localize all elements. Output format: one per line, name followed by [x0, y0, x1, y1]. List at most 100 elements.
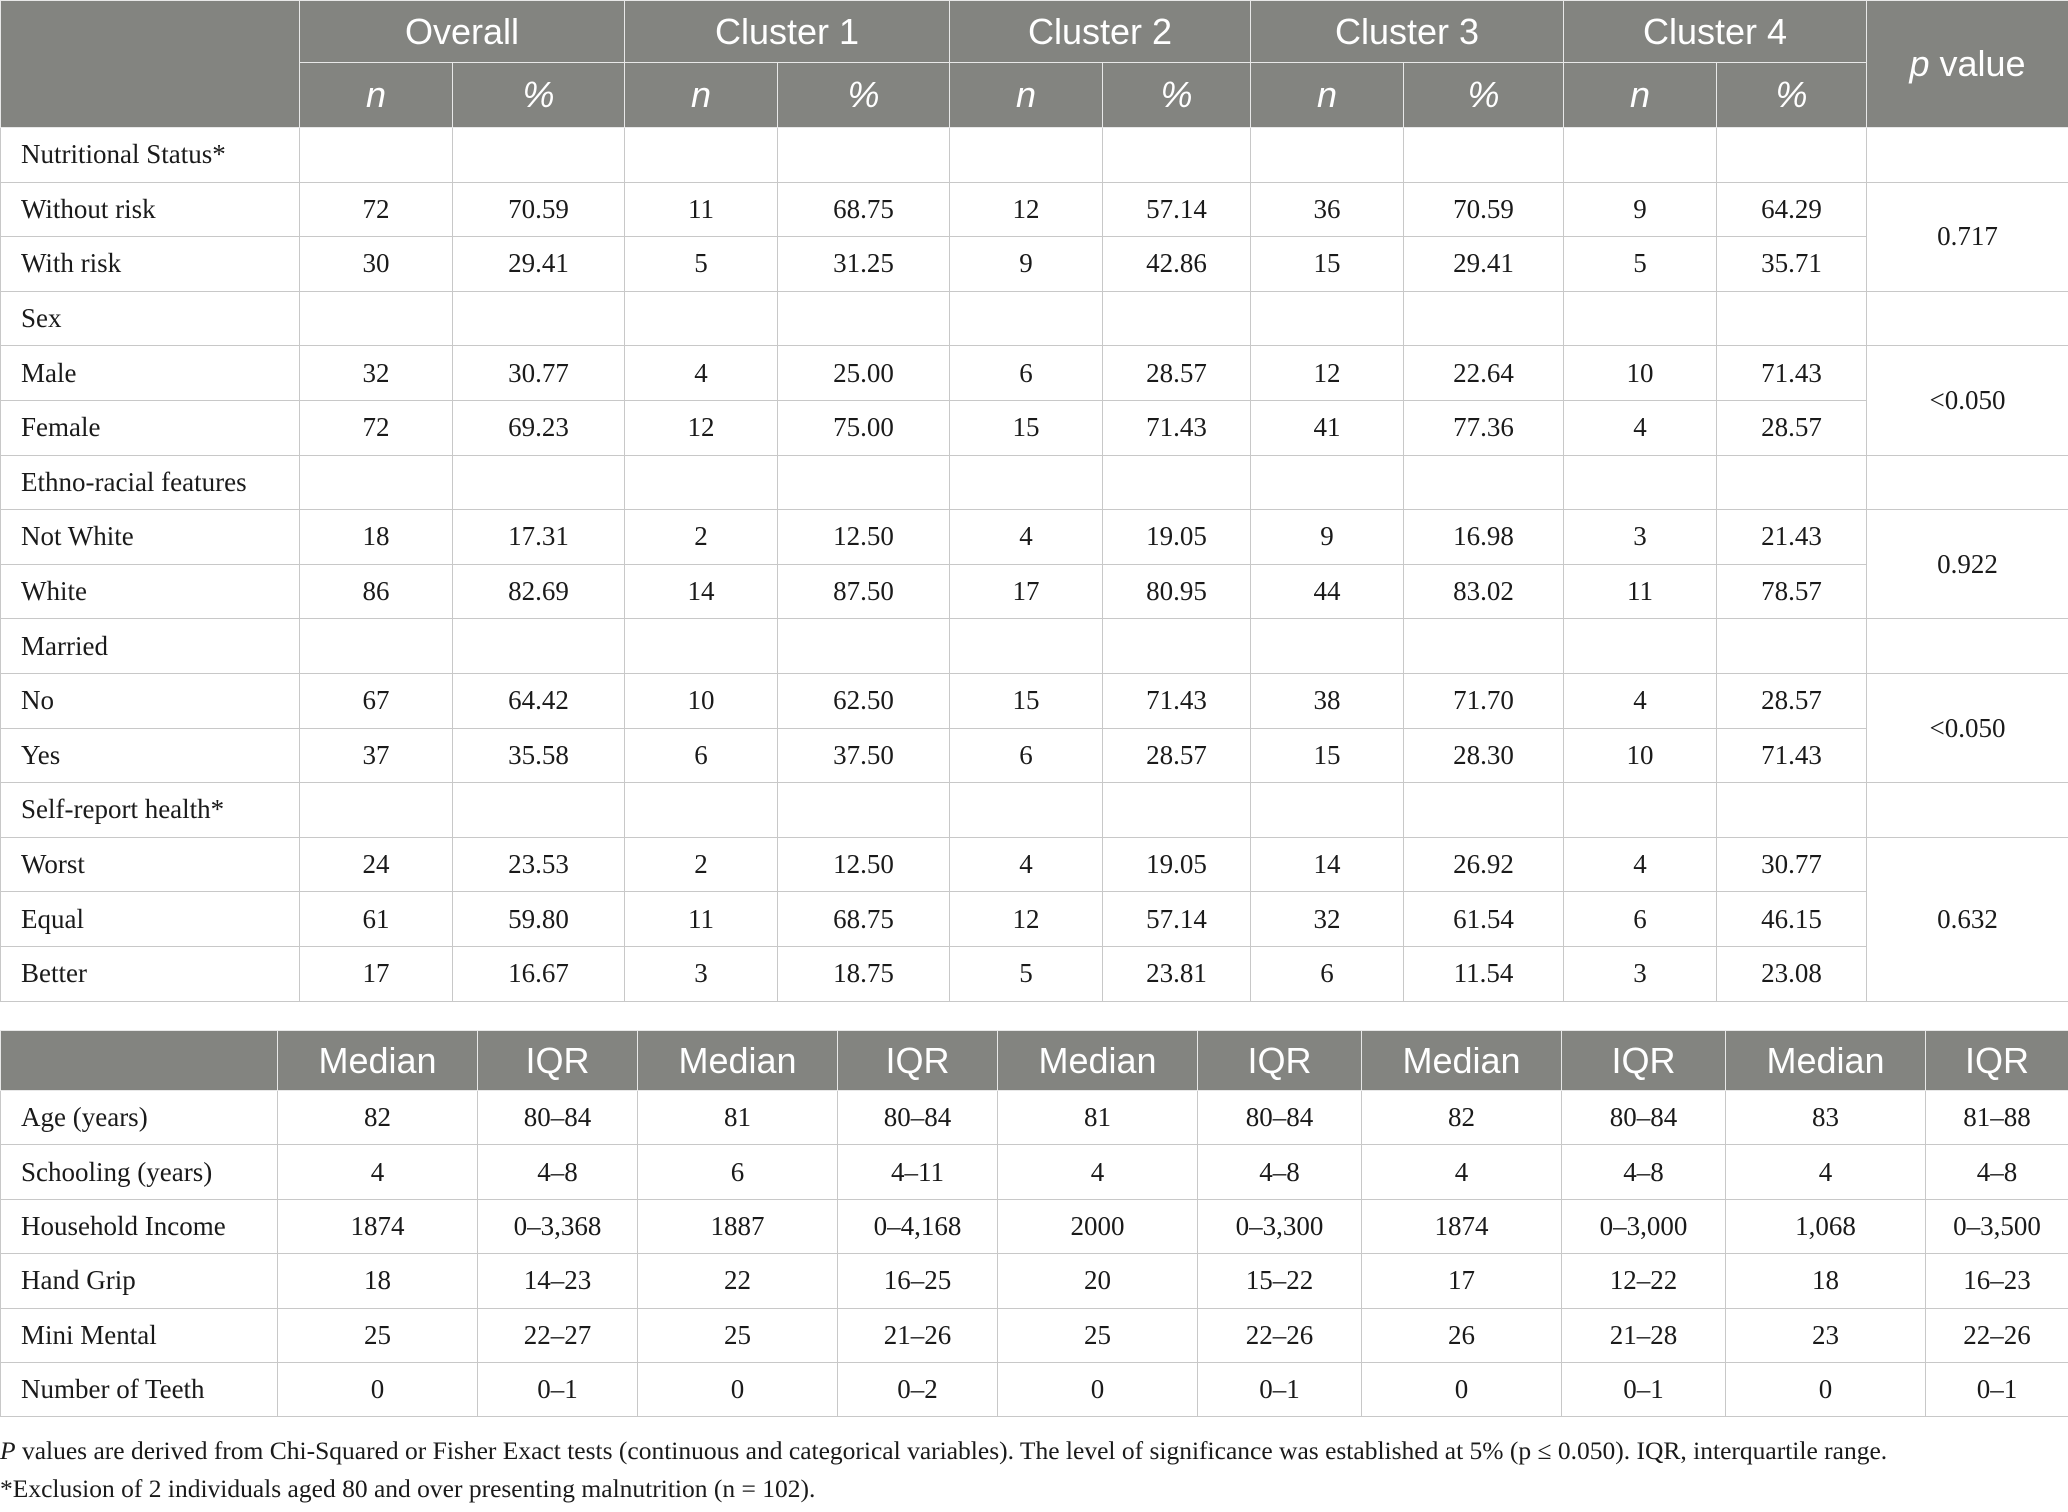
empty-cell — [1866, 782, 2068, 838]
percent-cell: 16.98 — [1403, 509, 1564, 565]
empty-cell — [299, 127, 453, 183]
demographics-table-body: Nutritional Status* Without risk 72 70.59 11… — [0, 127, 2068, 1002]
empty-cell — [1102, 618, 1251, 674]
iqr-cell: 21–28 — [1561, 1307, 1726, 1363]
median-cell: 23 — [1725, 1307, 1926, 1363]
group-header: Cluster 3 — [1250, 0, 1564, 63]
count-cell: 3 — [624, 945, 778, 1002]
median-cell: 18 — [277, 1253, 478, 1309]
percent-cell: 28.57 — [1716, 672, 1867, 729]
empty-cell — [1102, 454, 1251, 511]
empty-cell — [1563, 782, 1717, 838]
count-cell: 12 — [949, 891, 1103, 947]
percent-cell: 19.05 — [1102, 509, 1251, 565]
empty-cell — [949, 290, 1103, 347]
median-cell: 25 — [637, 1307, 838, 1363]
row-label: Equal — [0, 891, 300, 947]
percent-cell: 70.59 — [1403, 181, 1564, 238]
percent-cell: 64.42 — [452, 672, 625, 729]
row-label: Worst — [0, 836, 300, 893]
percent-cell: 71.43 — [1102, 399, 1251, 456]
subheader-row: n % n % n % n % n % — [1, 62, 2068, 128]
clinical-table-body: Age (years) 82 80–84 81 80–84 81 80–84 82 80–84 8… — [0, 1089, 2068, 1418]
iqr-cell: 0–2 — [837, 1361, 998, 1418]
p-value-cell: <0.050 — [1866, 345, 2068, 456]
count-cell: 32 — [299, 345, 453, 401]
percent-cell: 31.25 — [777, 236, 950, 292]
count-cell: 11 — [624, 891, 778, 947]
iqr-cell: 16–25 — [837, 1253, 998, 1309]
median-cell: 4 — [1361, 1144, 1562, 1200]
count-cell: 41 — [1250, 399, 1404, 456]
median-cell: 25 — [277, 1307, 478, 1363]
footnotes: P values are derived from Chi-Squared or… — [0, 1432, 2068, 1508]
iqr-cell: 4–11 — [837, 1144, 998, 1200]
table-row: No 67 64.42 10 62.50 15 71.43 38 71.70 4 28.57 <0.0… — [0, 672, 2068, 784]
iqr-header: IQR — [477, 1030, 638, 1091]
percent-cell: 71.70 — [1403, 672, 1564, 729]
median-cell: 4 — [1725, 1144, 1926, 1200]
iqr-cell: 0–3,500 — [1925, 1198, 2068, 1255]
empty-cell — [299, 454, 453, 511]
median-cell: 0 — [637, 1361, 838, 1418]
count-cell: 4 — [1563, 672, 1717, 729]
count-cell: 5 — [949, 945, 1103, 1002]
count-cell: 12 — [1250, 345, 1404, 401]
percent-cell: 25.00 — [777, 345, 950, 401]
iqr-cell: 0–1 — [477, 1361, 638, 1418]
iqr-header: IQR — [1561, 1030, 1726, 1091]
iqr-cell: 12–22 — [1561, 1253, 1726, 1309]
empty-cell — [777, 290, 950, 347]
count-cell: 14 — [1250, 836, 1404, 893]
median-cell: 4 — [997, 1144, 1198, 1200]
row-label: Household Income — [0, 1198, 278, 1255]
table-row: Equal 61 59.80 11 68.75 12 57.14 32 61.54 6 46.15 — [0, 891, 2068, 947]
section-row: Sex — [0, 290, 2068, 347]
count-cell: 4 — [1563, 399, 1717, 456]
percent-cell: 11.54 — [1403, 945, 1564, 1002]
iqr-cell: 0–1 — [1925, 1361, 2068, 1418]
iqr-cell: 0–3,368 — [477, 1198, 638, 1255]
percent-cell: 77.36 — [1403, 399, 1564, 456]
section-title: Self-report health* — [0, 782, 300, 838]
empty-cell — [1563, 618, 1717, 674]
count-cell: 10 — [624, 672, 778, 729]
iqr-cell: 80–84 — [1561, 1089, 1726, 1146]
iqr-header: IQR — [1925, 1030, 2068, 1091]
table-row: Mini Mental 25 22–27 25 21–26 25 22–26 26 21–28 2… — [0, 1307, 2068, 1363]
percent-cell: 28.57 — [1102, 345, 1251, 401]
percent-cell: 30.77 — [452, 345, 625, 401]
count-cell: 36 — [1250, 181, 1404, 238]
percent-cell: 19.05 — [1102, 836, 1251, 893]
count-cell: 17 — [949, 563, 1103, 620]
percent-cell: 22.64 — [1403, 345, 1564, 401]
pct-header: % — [1102, 62, 1251, 128]
iqr-header: IQR — [837, 1030, 998, 1091]
percent-cell: 16.67 — [452, 945, 625, 1002]
section-title: Nutritional Status* — [0, 127, 300, 183]
count-cell: 12 — [624, 399, 778, 456]
table-row: Schooling (years) 4 4–8 6 4–11 4 4–8 4 4–8 4 4–8 — [0, 1144, 2068, 1200]
iqr-cell: 21–26 — [837, 1307, 998, 1363]
row-label: Yes — [0, 727, 300, 784]
empty-cell — [1563, 290, 1717, 347]
empty-cell — [1716, 618, 1867, 674]
table-row: Without risk 72 70.59 11 68.75 12 57.14 36 70.59… — [0, 181, 2068, 292]
table-row: With risk 30 29.41 5 31.25 9 42.86 15 29.41 5 35.7… — [0, 236, 2068, 292]
empty-cell — [777, 618, 950, 674]
percent-cell: 75.00 — [777, 399, 950, 456]
empty-cell — [1866, 618, 2068, 674]
percent-cell: 59.80 — [452, 891, 625, 947]
corner-cell — [0, 0, 300, 128]
count-cell: 15 — [1250, 236, 1404, 292]
empty-cell — [1563, 454, 1717, 511]
count-cell: 18 — [299, 509, 453, 565]
empty-cell — [949, 782, 1103, 838]
percent-cell: 23.08 — [1716, 945, 1867, 1002]
count-cell: 15 — [949, 399, 1103, 456]
iqr-cell: 80–84 — [477, 1089, 638, 1146]
percent-cell: 61.54 — [1403, 891, 1564, 947]
count-cell: 9 — [1563, 181, 1717, 238]
median-cell: 0 — [997, 1361, 1198, 1418]
n-header: n — [1250, 62, 1404, 128]
